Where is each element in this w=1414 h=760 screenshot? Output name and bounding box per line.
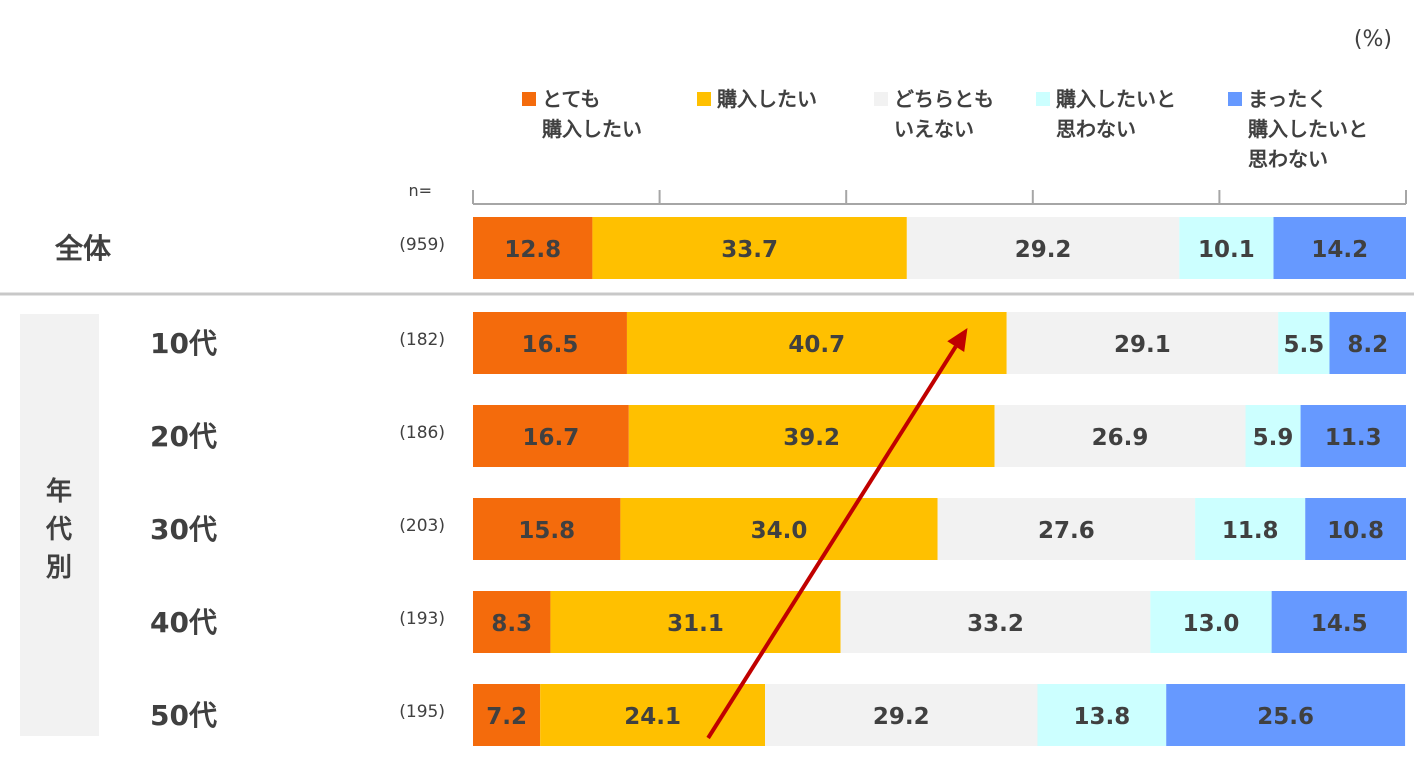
bar-segment (840, 591, 1151, 653)
legend-swatch (874, 92, 888, 106)
bar-value-label: 8.3 (491, 611, 532, 637)
n-value: (193) (399, 609, 445, 629)
bar-value-label: 8.2 (1347, 332, 1388, 358)
group-label-char: 年 (46, 476, 72, 507)
bar-value-label: 24.1 (624, 704, 681, 730)
n-value: (186) (399, 423, 445, 443)
legend-label: まったく (1248, 87, 1327, 111)
legend-label: どちらとも (894, 87, 994, 111)
bar-value-label: 5.9 (1253, 425, 1294, 451)
bar-value-label: 39.2 (783, 425, 840, 451)
bar-segment (473, 217, 593, 279)
bar-segment (1278, 312, 1330, 374)
legend-swatch (697, 92, 711, 106)
bar-value-label: 11.8 (1222, 518, 1279, 544)
n-value: (203) (399, 516, 445, 536)
legend-swatch (1036, 92, 1050, 106)
bar-value-label: 12.8 (504, 237, 561, 263)
legend-label: 購入したい (717, 87, 817, 111)
bar-segment (1195, 498, 1306, 560)
group-label-background (20, 314, 99, 736)
bar-segment (540, 684, 766, 746)
group-label-char: 代 (45, 515, 72, 545)
bar-value-label: 33.7 (721, 237, 778, 263)
arrow-head (947, 328, 968, 352)
bar-segment (1329, 312, 1406, 374)
bar-value-label: 10.8 (1327, 518, 1384, 544)
n-value: (195) (399, 702, 445, 722)
group-label: 年代別 (45, 476, 72, 583)
bar-segment (765, 684, 1038, 746)
bar-segment (1273, 217, 1406, 279)
bar-segment (473, 405, 629, 467)
n-value: (959) (399, 235, 445, 255)
bar-value-label: 31.1 (667, 611, 724, 637)
bar-segment (1179, 217, 1274, 279)
bar-value-label: 13.8 (1073, 704, 1130, 730)
bar-value-label: 29.2 (873, 704, 930, 730)
bar-segment (1300, 405, 1406, 467)
bar-segment (473, 591, 551, 653)
bar-segment (1037, 684, 1167, 746)
bar-segment (620, 498, 938, 560)
bar-value-label: 14.5 (1311, 611, 1368, 637)
bar-segment (473, 498, 621, 560)
bar-value-label: 40.7 (788, 332, 845, 358)
bar-value-label: 10.1 (1198, 237, 1255, 263)
trend-arrow (706, 328, 968, 740)
category-label: 50代 (150, 699, 217, 732)
group-label-char: 別 (46, 553, 72, 583)
legend-swatch (522, 92, 536, 106)
legend-label: 思わない (1056, 117, 1136, 141)
bar-value-label: 25.6 (1257, 704, 1314, 730)
legend-label: 購入したいと (1248, 117, 1368, 141)
arrow-shaft (706, 345, 958, 740)
bar-value-label: 29.2 (1015, 237, 1072, 263)
bar-value-label: 13.0 (1183, 611, 1240, 637)
bar-value-label: 7.2 (486, 704, 527, 730)
bar-segment (1006, 312, 1279, 374)
legend-label: 思わない (1248, 147, 1328, 171)
legend-label: とても (542, 87, 600, 111)
bar-segment (473, 312, 627, 374)
bar-value-label: 29.1 (1114, 332, 1171, 358)
bar-value-label: 34.0 (751, 518, 808, 544)
bar-segment (994, 405, 1246, 467)
bar-value-label: 15.8 (518, 518, 575, 544)
bar-segment (1150, 591, 1272, 653)
bar-segment (1245, 405, 1301, 467)
bar-value-label: 14.2 (1311, 237, 1368, 263)
category-label: 全体 (54, 232, 112, 265)
bar-value-label: 5.5 (1283, 332, 1324, 358)
category-label: 30代 (150, 513, 217, 546)
bar-segment (937, 498, 1196, 560)
bar-segment (592, 217, 907, 279)
bar-segment (906, 217, 1180, 279)
legend-swatch (1228, 92, 1242, 106)
bar-segment (1166, 684, 1406, 746)
bar-value-label: 16.7 (523, 425, 580, 451)
category-label: 40代 (150, 606, 217, 639)
bar-segment (473, 684, 541, 746)
bar-segment (1271, 591, 1407, 653)
legend-label: いえない (894, 117, 974, 141)
legend-label: 購入したいと (1056, 87, 1176, 111)
bar-segment (628, 405, 995, 467)
bar-value-label: 26.9 (1092, 425, 1149, 451)
category-label: 20代 (150, 420, 217, 453)
bar-value-label: 11.3 (1325, 425, 1382, 451)
bar-segment (1305, 498, 1406, 560)
unit-label: (%) (1354, 27, 1392, 52)
bar-value-label: 33.2 (967, 611, 1024, 637)
legend-label: 購入したい (542, 117, 642, 141)
n-value: (182) (399, 330, 445, 350)
category-label: 10代 (150, 327, 217, 360)
bar-value-label: 27.6 (1038, 518, 1095, 544)
n-label: n= (408, 181, 432, 200)
chart-rows: 全体 (959) 12.8 33.7 29.2 10.1 14.2 10代 (182) 16.5 4… (54, 217, 1407, 746)
bar-value-label: 16.5 (522, 332, 579, 358)
axis (472, 190, 1407, 205)
